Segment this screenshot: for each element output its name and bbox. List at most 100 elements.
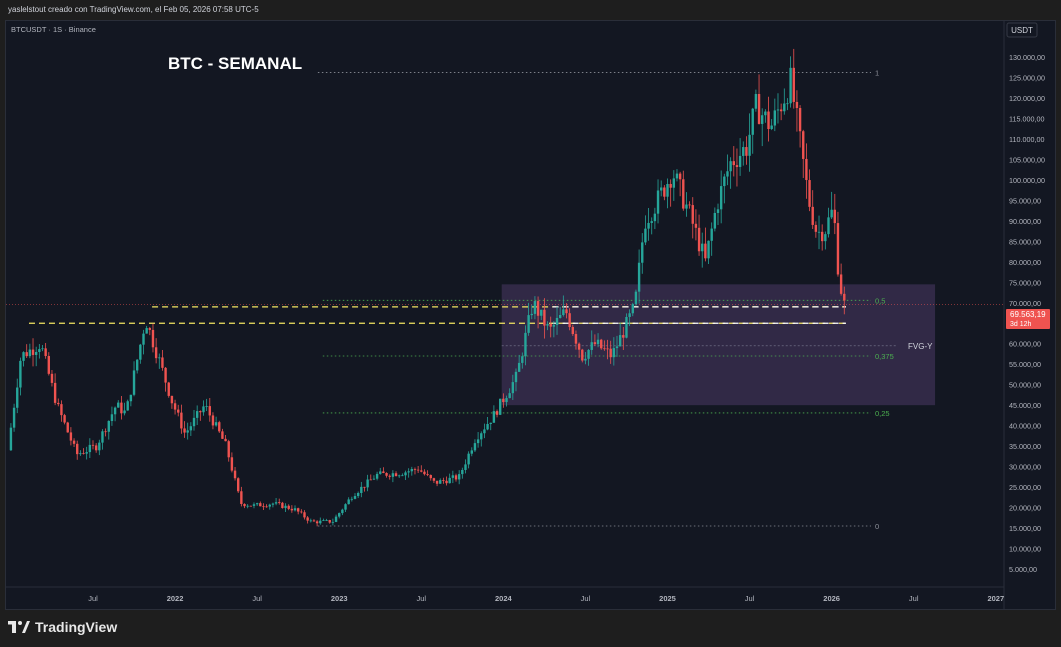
- attribution-text: yaslelstout creado con TradingView.com, …: [8, 5, 259, 14]
- candle-body: [262, 506, 265, 508]
- attribution-bar: yaslelstout creado con TradingView.com, …: [0, 0, 1061, 20]
- x-tick-label: Jul: [745, 594, 755, 603]
- candle-body: [716, 209, 720, 213]
- candle-body: [372, 478, 376, 480]
- candle-body: [214, 422, 218, 426]
- candle-body: [514, 371, 518, 383]
- y-tick-label: 60.000,00: [1009, 340, 1041, 349]
- candle-body: [129, 394, 133, 402]
- candle-body: [555, 317, 559, 325]
- candle-body: [827, 217, 830, 235]
- candle-body: [259, 503, 262, 507]
- candle-body: [584, 358, 587, 361]
- candle-body: [199, 411, 202, 413]
- candle-body: [644, 228, 647, 243]
- candle-body: [650, 221, 653, 223]
- candle-body: [508, 393, 511, 399]
- candle-body: [113, 407, 117, 415]
- candle-body: [606, 348, 609, 350]
- candle-body: [287, 505, 290, 509]
- y-tick-label: 75.000,00: [1009, 278, 1041, 287]
- candle-body: [151, 329, 155, 348]
- candle-body: [571, 327, 575, 335]
- candle-body: [757, 94, 761, 124]
- candle-body: [779, 109, 783, 112]
- candle-body: [581, 349, 584, 361]
- candle-body: [688, 204, 691, 206]
- candle-body: [483, 429, 486, 434]
- candle-body: [814, 224, 818, 232]
- candle-body: [135, 359, 139, 371]
- candle-body: [445, 480, 448, 484]
- candle-body: [315, 521, 319, 524]
- candle-body: [274, 502, 278, 504]
- candle-body: [255, 503, 259, 505]
- candle-body: [659, 187, 663, 191]
- candle-body: [596, 339, 600, 345]
- price-chart[interactable]: FVG-Y 1 0,5 0,375 0,25 0 5.000,00 10.000,00 15.…: [6, 21, 1055, 609]
- candle-body: [410, 468, 414, 472]
- currency-label: USDT: [1011, 26, 1033, 35]
- candle-body: [467, 453, 470, 465]
- candle-body: [183, 428, 186, 433]
- candle-body: [824, 234, 827, 242]
- y-tick-label: 30.000,00: [1009, 463, 1041, 472]
- candle-body: [540, 309, 543, 316]
- candle-body: [565, 309, 568, 314]
- candle-body: [379, 471, 382, 474]
- x-tick-label: Jul: [416, 594, 426, 603]
- candle-body: [713, 212, 717, 229]
- candle-body: [603, 348, 606, 350]
- candle-body: [397, 475, 401, 477]
- candle-body: [723, 176, 726, 187]
- x-tick-label: 2024: [495, 594, 513, 603]
- candle-body: [12, 407, 16, 428]
- candle-body: [350, 498, 354, 500]
- candle-body: [618, 335, 622, 347]
- candle-body: [420, 470, 423, 472]
- candle-body: [268, 504, 271, 507]
- candle-body: [701, 243, 704, 252]
- candle-body: [202, 406, 205, 413]
- candle-body: [189, 426, 193, 431]
- candle-body: [334, 516, 338, 522]
- candle-body: [710, 228, 713, 241]
- fib-level-label: 0,5: [875, 296, 885, 305]
- candle-body: [499, 398, 502, 415]
- candle-body: [94, 445, 98, 451]
- candle-body: [817, 231, 821, 233]
- fib-level-label: 0: [875, 522, 879, 531]
- candle-body: [38, 349, 41, 353]
- candle-body: [798, 108, 802, 132]
- candle-body: [66, 422, 69, 433]
- candle-body: [735, 165, 739, 167]
- candle-body: [382, 471, 385, 474]
- candle-body: [577, 343, 581, 350]
- candle-body: [811, 206, 814, 225]
- candle-body: [369, 479, 372, 481]
- candle-body: [142, 333, 145, 345]
- candle-body: [309, 520, 313, 522]
- candle-body: [745, 147, 748, 156]
- candle-body: [533, 301, 537, 314]
- candle-body: [363, 486, 366, 488]
- candle-body: [391, 473, 395, 477]
- currency-box[interactable]: [1006, 22, 1038, 38]
- tradingview-logo[interactable]: TradingView: [8, 619, 117, 635]
- candle-body: [423, 471, 426, 475]
- candle-body: [675, 173, 679, 179]
- candle-body: [233, 470, 237, 479]
- candle-body: [117, 402, 120, 408]
- candle-body: [448, 477, 451, 484]
- candle-body: [663, 187, 666, 197]
- fib-level-label: 1: [875, 69, 879, 78]
- candle-body: [186, 430, 189, 433]
- fib-level-label: 0,25: [875, 409, 890, 418]
- candle-body: [281, 502, 284, 509]
- candle-body: [600, 339, 603, 349]
- x-tick-label: Jul: [909, 594, 919, 603]
- candle-body: [833, 209, 837, 224]
- candle-body: [44, 348, 47, 357]
- candle-body: [158, 357, 161, 359]
- candle-body: [101, 431, 104, 443]
